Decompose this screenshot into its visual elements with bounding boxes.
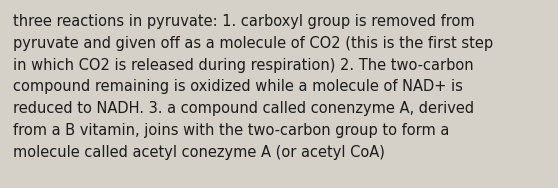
Text: molecule called acetyl conezyme A (or acetyl CoA): molecule called acetyl conezyme A (or ac… [13, 145, 385, 160]
Text: three reactions in pyruvate: 1. carboxyl group is removed from: three reactions in pyruvate: 1. carboxyl… [13, 14, 475, 29]
Text: in which CO2 is released during respiration) 2. The two-carbon: in which CO2 is released during respirat… [13, 58, 474, 73]
Text: reduced to NADH. 3. a compound called conenzyme A, derived: reduced to NADH. 3. a compound called co… [13, 101, 474, 116]
Text: from a B vitamin, joins with the two-carbon group to form a: from a B vitamin, joins with the two-car… [13, 123, 449, 138]
Text: pyruvate and given off as a molecule of CO2 (this is the first step: pyruvate and given off as a molecule of … [13, 36, 493, 51]
Text: compound remaining is oxidized while a molecule of NAD+ is: compound remaining is oxidized while a m… [13, 79, 463, 94]
